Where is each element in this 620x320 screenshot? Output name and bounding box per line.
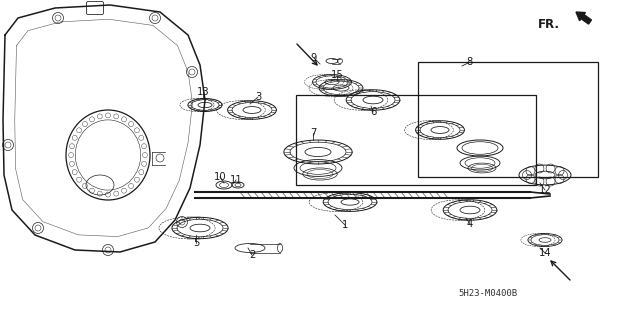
Text: 15: 15 [330, 70, 343, 80]
Text: 13: 13 [197, 87, 210, 97]
Text: 10: 10 [214, 172, 226, 182]
Text: FR.: FR. [538, 18, 560, 30]
Text: 7: 7 [310, 128, 316, 138]
Text: 2: 2 [249, 250, 255, 260]
Text: 5H23-M0400B: 5H23-M0400B [458, 290, 518, 299]
Bar [418, 62, 598, 177]
FancyArrow shape [576, 12, 591, 24]
Text: 6: 6 [370, 107, 376, 117]
Text: 5: 5 [193, 238, 199, 248]
Text: 12: 12 [539, 185, 551, 195]
Bar [296, 95, 536, 185]
Text: 8: 8 [467, 57, 473, 67]
Text: 14: 14 [539, 248, 551, 258]
Text: 1: 1 [342, 220, 348, 230]
Text: 9: 9 [311, 53, 317, 63]
Text: 3: 3 [255, 92, 261, 102]
Text: 4: 4 [467, 219, 473, 229]
Text: 11: 11 [229, 175, 242, 185]
